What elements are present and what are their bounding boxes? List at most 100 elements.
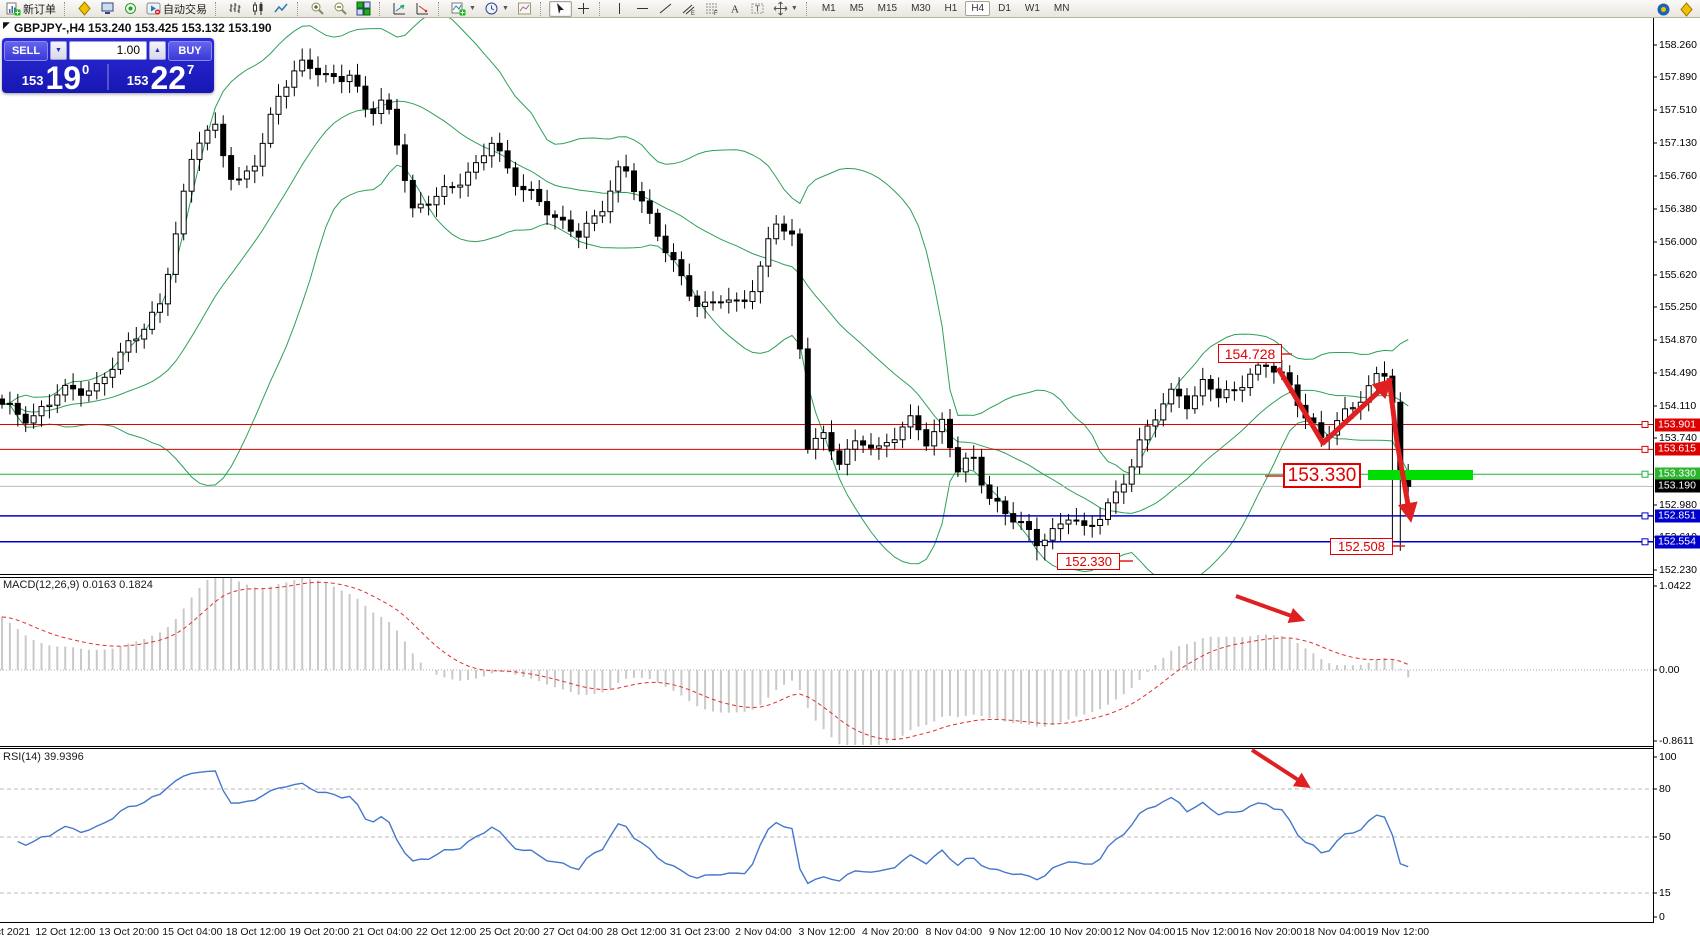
arrows-icon[interactable]: ▼ [769,1,802,17]
candle [259,142,266,167]
candle [1247,373,1254,389]
zoom-out-icon[interactable] [329,1,352,17]
candle [591,215,598,224]
fibonacci-icon[interactable]: F [700,1,723,17]
indicator-chart-icon[interactable] [411,1,434,17]
candle [1026,521,1032,530]
tile-windows-icon[interactable] [352,1,375,17]
toolbar-separator [64,1,69,16]
candle [741,299,748,302]
date-axis-label: 13 Oct 20:00 [98,926,159,937]
candle [1207,379,1214,390]
candle [907,415,914,428]
candle [275,95,282,115]
candle [188,158,195,192]
macd-signal-line [1,581,1409,740]
candle [1057,523,1064,530]
candle [1199,379,1206,397]
periods-button[interactable]: ▼ [480,1,513,17]
one-click-collapse-icon[interactable]: ◤ [3,20,10,30]
text-label-icon[interactable]: T [746,1,769,17]
highlight-zone[interactable] [1368,470,1473,480]
crosshair-icon[interactable] [572,1,595,17]
timeframe-button-h1[interactable]: H1 [944,3,958,14]
candle [1041,539,1048,547]
date-axis-label: 28 Oct 12:00 [606,926,667,937]
trend-arrow[interactable] [1235,594,1306,624]
timeframe-button-w1[interactable]: W1 [1024,3,1040,14]
timeframe-button-m1[interactable]: M1 [821,3,836,14]
candle [299,59,306,72]
price-tag-153.190: 153.190 [1655,479,1700,493]
candle [1018,521,1025,524]
one-click-trading-panel: SELL ▼ 1.00 ▲ BUY 153 19 0 153 22 7 [2,38,214,96]
trend-arrow[interactable] [1386,377,1418,523]
community-icon[interactable] [1652,1,1675,17]
level-handle[interactable] [1641,470,1649,478]
line-chart-icon[interactable] [270,1,293,17]
styles-icon[interactable] [73,1,96,17]
price-annotation-label[interactable]: 152.330 [1057,553,1120,570]
price-annotation-label[interactable]: 154.728 [1218,344,1282,363]
text-icon[interactable]: A [723,1,746,17]
search-icon[interactable] [1675,1,1698,17]
add-indicator-button[interactable]: ▼ [447,1,480,17]
candle [567,219,574,232]
toolbar-separator [805,1,811,16]
volume-increase-button[interactable]: ▲ [149,41,166,60]
indicator-window-icon[interactable] [388,1,411,17]
candle [30,415,37,424]
candle [243,170,250,180]
level-handle[interactable] [1641,512,1649,520]
level-handle[interactable] [1641,445,1649,453]
vertical-line-icon[interactable] [608,1,631,17]
level-handle[interactable] [1641,421,1649,428]
zoom-in-icon[interactable] [306,1,329,17]
candle [54,394,61,406]
date-axis-label: 22 Oct 12:00 [416,926,477,937]
timeframe-button-m15[interactable]: M15 [877,3,898,14]
candlestick-chart-icon[interactable] [247,1,270,17]
price-annotation-label[interactable]: 152.508 [1330,538,1393,555]
timeframe-button-m30[interactable]: M30 [911,3,931,14]
volume-input[interactable]: 1.00 [69,41,147,60]
new-order-button[interactable]: 新订单 [2,1,60,17]
price-annotation-label[interactable]: 153.330 [1283,463,1361,488]
candle [1263,364,1269,367]
candle [812,437,819,450]
candle [488,142,495,157]
signals-icon[interactable] [119,1,142,17]
level-handle[interactable] [1641,538,1649,546]
trend-arrow[interactable] [1250,748,1311,789]
macd-axis-label: -0.8611 [1659,735,1694,747]
candle [575,230,582,238]
buy-button[interactable]: BUY [168,40,212,61]
autotrading-button[interactable]: 自动交易 [142,1,211,17]
price-axis-label: 157.890 [1659,71,1697,83]
timeframe-button-mn[interactable]: MN [1053,3,1070,14]
templates-icon[interactable] [513,1,536,17]
candle [875,445,882,449]
equidistant-channel-icon[interactable]: E [677,1,700,17]
dropdown-caret-icon[interactable]: ▼ [469,5,476,12]
trend-arrow[interactable] [1275,366,1394,446]
sell-price: 153 19 0 [21,60,90,96]
volume-decrease-button[interactable]: ▼ [50,41,67,60]
sell-button[interactable]: SELL [4,40,48,61]
horizontal-line-icon[interactable] [631,1,654,17]
candle [228,155,235,180]
trendline-icon[interactable] [654,1,677,17]
dropdown-caret-icon[interactable]: ▼ [501,5,509,12]
bar-chart-icon[interactable] [224,1,247,17]
timeframe-button-d1[interactable]: D1 [998,3,1011,14]
cursor-icon[interactable] [548,0,572,17]
market-watch-icon[interactable] [96,1,119,17]
timeframe-button-h4[interactable]: H4 [965,1,991,16]
price-axis-label: 154.870 [1659,334,1697,346]
timeframe-button-m5[interactable]: M5 [849,3,864,14]
dropdown-caret-icon[interactable]: ▼ [790,5,798,12]
candle [370,108,377,115]
price-axis-label: 153.740 [1659,432,1697,444]
